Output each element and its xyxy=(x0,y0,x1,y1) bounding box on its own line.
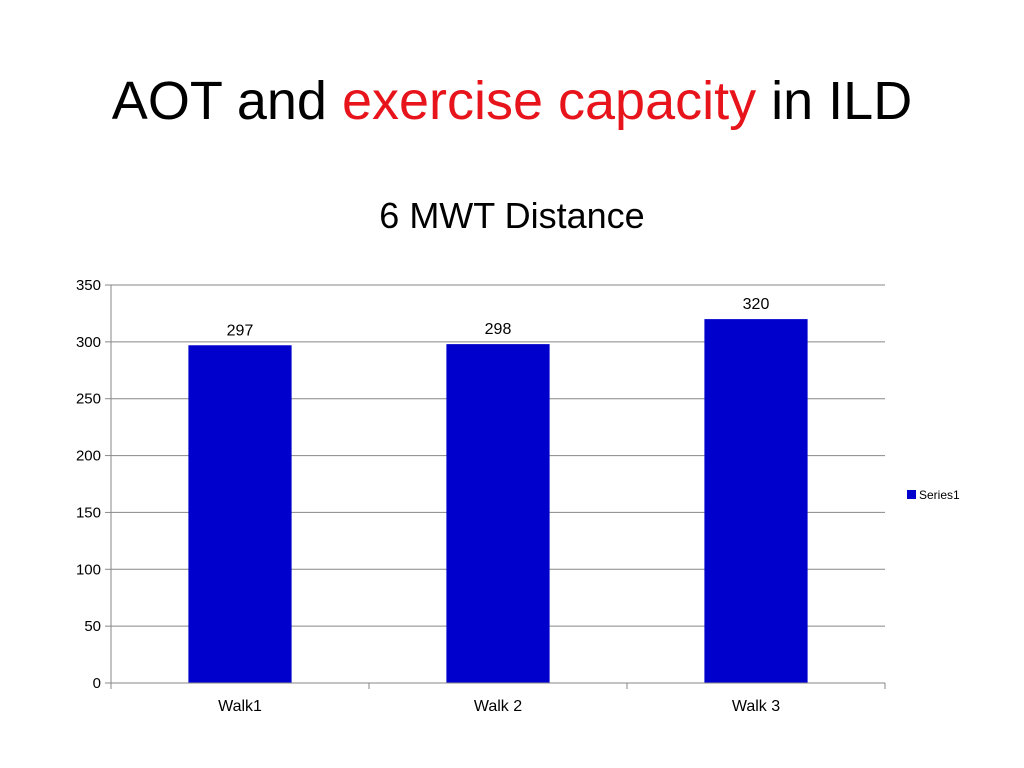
data-label: 298 xyxy=(485,321,512,338)
legend-swatch xyxy=(907,490,916,499)
y-tick-label: 350 xyxy=(76,277,101,294)
y-tick-label: 250 xyxy=(76,391,101,408)
data-label: 297 xyxy=(227,322,254,339)
x-tick-label: Walk 2 xyxy=(474,698,522,715)
bar-1 xyxy=(188,345,292,683)
chart-title: 6 MWT Distance xyxy=(379,195,644,236)
x-tick-label: Walk 3 xyxy=(732,698,780,715)
data-label: 320 xyxy=(743,296,770,313)
y-tick-label: 100 xyxy=(76,561,101,578)
legend-label: Series1 xyxy=(919,488,960,502)
data-labels: 297 298 320 xyxy=(227,296,770,339)
y-tick-label: 50 xyxy=(84,618,101,635)
legend: Series1 xyxy=(907,488,960,502)
bar-3 xyxy=(704,319,808,683)
y-tick-label: 200 xyxy=(76,448,101,465)
bars xyxy=(188,319,808,683)
y-tick-label: 0 xyxy=(93,675,101,692)
axes xyxy=(110,285,886,689)
title-part-3: in ILD xyxy=(756,71,913,131)
y-tick-label: 150 xyxy=(76,504,101,521)
x-axis-labels: Walk1 Walk 2 Walk 3 xyxy=(218,698,780,715)
x-tick-label: Walk1 xyxy=(218,698,262,715)
slide-title: AOT and exercise capacity in ILD xyxy=(0,66,1024,136)
title-part-1: AOT and xyxy=(111,71,342,131)
bar-2 xyxy=(446,344,550,683)
y-tick-label: 300 xyxy=(76,334,101,351)
title-highlight: exercise capacity xyxy=(341,71,757,131)
y-axis-ticks: 0 50 100 150 200 250 300 350 xyxy=(76,277,111,692)
